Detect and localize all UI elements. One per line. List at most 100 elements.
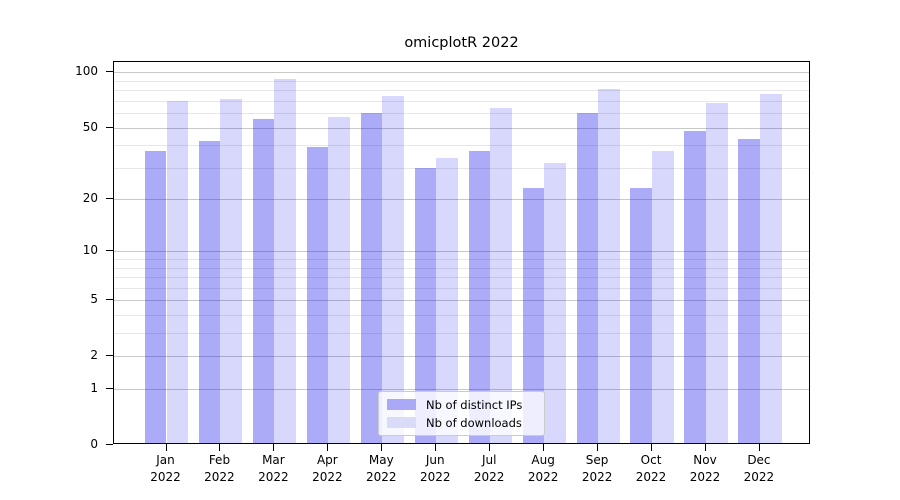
x-axis-tick [543, 444, 545, 451]
bar-distinct-ips-jun [414, 167, 437, 444]
x-tick-label: Dec 2022 [727, 452, 791, 486]
gridline-minor [114, 277, 809, 279]
gridline-major [114, 199, 809, 201]
x-tick-month: Oct [640, 453, 662, 467]
x-tick-month: Mar [262, 453, 285, 467]
bar-downloads-aug [544, 162, 566, 444]
x-tick-label: Feb 2022 [187, 452, 251, 486]
y-tick-label: 100 [75, 64, 98, 79]
x-axis-tick [651, 444, 653, 451]
x-tick-month: Jan [156, 453, 175, 467]
x-tick-label: Aug 2022 [511, 452, 575, 486]
x-tick-year: 2022 [366, 470, 397, 484]
bar-distinct-ips-oct [630, 188, 653, 444]
y-tick-label: 20 [82, 191, 98, 206]
y-tick-label: 10 [82, 243, 98, 258]
x-tick-label: Jul 2022 [457, 452, 521, 486]
legend-swatch-downloads [387, 417, 416, 428]
bar-distinct-ips-jan [144, 151, 167, 444]
x-axis-tick [327, 444, 329, 451]
plot-area [113, 61, 810, 444]
bar-downloads-may [382, 96, 404, 444]
x-tick-year: 2022 [473, 470, 505, 484]
gridline-minor [114, 80, 809, 82]
bar-downloads-dec [759, 94, 782, 444]
gridline-minor [114, 100, 809, 102]
bar-distinct-ips-sep [576, 113, 599, 444]
gridline-major [114, 251, 809, 253]
gridline-minor [114, 90, 809, 92]
bar-distinct-ips-feb [198, 141, 221, 444]
x-axis-tick [489, 444, 491, 451]
x-tick-month: Dec [747, 453, 771, 467]
x-tick-month: May [368, 453, 394, 467]
x-tick-label: Nov 2022 [673, 452, 737, 486]
legend-row-distinct-ips: Nb of distinct IPs [387, 398, 536, 412]
legend-row-downloads: Nb of downloads [387, 416, 536, 430]
y-axis-tick [106, 355, 113, 357]
x-tick-month: Jul [481, 453, 497, 467]
bar-distinct-ips-mar [252, 118, 275, 444]
y-axis-tick [106, 198, 113, 200]
legend: Nb of distinct IPs Nb of downloads [378, 391, 545, 436]
gridline-major [114, 300, 809, 302]
bar-downloads-jun [436, 157, 458, 444]
x-tick-year: 2022 [527, 470, 559, 484]
x-axis-tick [381, 444, 383, 451]
x-tick-year: 2022 [419, 470, 451, 484]
bar-downloads-nov [706, 103, 728, 444]
legend-swatch-distinct-ips [387, 399, 416, 410]
gridline-minor [114, 287, 809, 289]
bar-downloads-sep [598, 89, 620, 444]
bar-distinct-ips-may [360, 113, 383, 444]
x-axis-tick [273, 444, 275, 451]
gridline-minor [114, 145, 809, 147]
x-tick-month: Apr [316, 453, 338, 467]
bar-downloads-mar [274, 78, 296, 444]
x-tick-year: 2022 [150, 470, 181, 484]
bar-distinct-ips-dec [738, 139, 760, 444]
y-tick-label: 5 [90, 292, 98, 307]
x-tick-label: Oct 2022 [619, 452, 683, 486]
x-axis-tick [758, 444, 760, 451]
x-axis-tick [435, 444, 437, 451]
bar-distinct-ips-nov [684, 130, 706, 444]
bar-distinct-ips-aug [522, 188, 545, 444]
legend-label-downloads: Nb of downloads [426, 415, 522, 430]
y-axis-tick [106, 388, 113, 390]
x-axis-tick [597, 444, 599, 451]
y-tick-label: 50 [82, 119, 98, 134]
gridline-major [114, 389, 809, 391]
x-tick-month: Feb [208, 453, 231, 467]
x-tick-year: 2022 [635, 470, 667, 484]
x-tick-year: 2022 [204, 470, 235, 484]
x-axis-tick [705, 444, 706, 451]
gridline-major [114, 127, 809, 129]
x-tick-label: Apr 2022 [295, 452, 359, 486]
y-axis-tick [106, 250, 113, 252]
x-tick-year: 2022 [743, 470, 775, 484]
bar-downloads-jul [490, 107, 512, 444]
y-axis-tick [106, 126, 113, 128]
gridline-major [114, 356, 809, 358]
x-tick-label: May 2022 [349, 452, 413, 486]
y-axis-tick [106, 299, 113, 301]
x-axis-tick [219, 444, 221, 451]
x-tick-month: Jun [425, 453, 445, 467]
gridline-major [114, 72, 809, 74]
gridline-minor [114, 333, 809, 335]
bar-downloads-oct [652, 151, 674, 444]
y-tick-label: 2 [90, 348, 98, 363]
x-tick-month: Sep [585, 453, 609, 467]
bar-downloads-jan [166, 100, 189, 444]
bar-downloads-feb [220, 98, 243, 444]
y-tick-label: 1 [90, 381, 98, 396]
chart-title: omicplotR 2022 [404, 35, 519, 51]
x-tick-year: 2022 [258, 470, 289, 484]
bar-distinct-ips-jul [468, 151, 491, 444]
x-tick-month: Nov [693, 453, 717, 467]
gridline-minor [114, 315, 809, 317]
x-tick-year: 2022 [312, 470, 343, 484]
gridline-minor [114, 267, 809, 269]
